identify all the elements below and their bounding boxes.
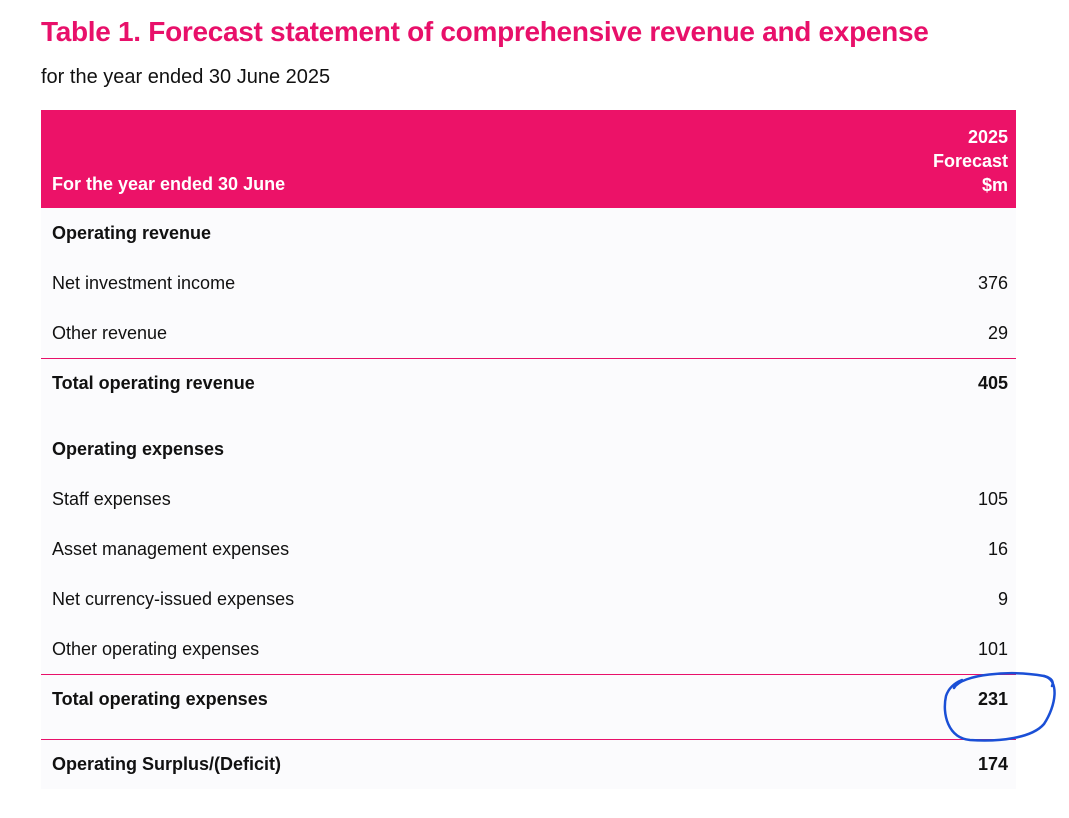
table-row: Other revenue 29 — [41, 308, 1016, 358]
total-row-expenses: Total operating expenses 231 — [41, 674, 1016, 724]
section-spacer — [41, 724, 1016, 739]
row-value: 29 — [987, 322, 1008, 343]
section-heading-expenses: Operating expenses — [41, 424, 1016, 474]
page-title: Table 1. Forecast statement of comprehen… — [41, 16, 929, 47]
header-period-label: For the year ended 30 June — [52, 174, 286, 194]
row-value: 231 — [977, 689, 1008, 709]
row-value: 101 — [977, 638, 1008, 659]
section-spacer — [41, 408, 1016, 424]
row-label: Net investment income — [52, 272, 236, 293]
table-body: Operating revenue Net investment income … — [41, 208, 1016, 789]
table-row: Staff expenses 105 — [41, 474, 1016, 524]
row-label: Net currency-issued expenses — [52, 588, 295, 609]
row-label: Other revenue — [52, 322, 168, 343]
row-label: Operating Surplus/(Deficit) — [52, 754, 282, 774]
forecast-table: For the year ended 30 June 2025 Forecast… — [41, 110, 1016, 789]
table-row: Other operating expenses 101 — [41, 624, 1016, 674]
header-year: 2025 — [967, 127, 1008, 147]
row-value: 174 — [977, 754, 1008, 774]
row-label: Staff expenses — [52, 488, 171, 509]
row-label: Operating expenses — [52, 438, 225, 459]
total-row-revenue: Total operating revenue 405 — [41, 358, 1016, 408]
header-unit: $m — [981, 175, 1008, 195]
table-row: Net investment income 376 — [41, 258, 1016, 308]
row-label: Other operating expenses — [52, 638, 260, 659]
surplus-row: Operating Surplus/(Deficit) 174 — [41, 739, 1016, 789]
row-label: Total operating expenses — [52, 689, 268, 709]
row-value: 376 — [977, 272, 1008, 293]
row-value: 16 — [987, 538, 1008, 559]
page-subtitle: for the year ended 30 June 2025 — [41, 66, 331, 88]
section-heading-revenue: Operating revenue — [41, 208, 1016, 258]
row-label: Asset management expenses — [52, 538, 290, 559]
row-label: Total operating revenue — [52, 373, 255, 393]
row-value: 9 — [997, 588, 1008, 609]
table-row: Asset management expenses 16 — [41, 524, 1016, 574]
row-label: Operating revenue — [52, 222, 212, 243]
header-forecast: Forecast — [932, 151, 1008, 171]
row-value: 105 — [977, 488, 1008, 509]
table-header: For the year ended 30 June 2025 Forecast… — [41, 110, 1016, 208]
row-value: 405 — [977, 373, 1008, 393]
header-forecast-column: 2025 Forecast $m — [933, 125, 1008, 197]
table-row: Net currency-issued expenses 9 — [41, 574, 1016, 624]
